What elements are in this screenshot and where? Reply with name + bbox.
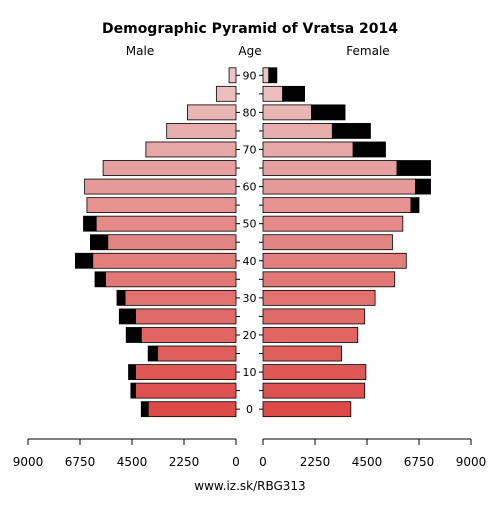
female-bar-80-84 — [262, 104, 312, 121]
female-bar-90+ — [262, 67, 270, 84]
male-excess-5-9 — [130, 382, 136, 399]
female-bar-35-39 — [262, 271, 396, 288]
male-x-tick-label: 0 — [232, 455, 240, 469]
female-bar-55-59 — [262, 197, 412, 214]
female-bar-5-9 — [262, 382, 366, 399]
male-x-tick-label: 6750 — [65, 455, 96, 469]
male-bar-75-79 — [166, 123, 237, 139]
female-excess-65-69 — [396, 160, 431, 176]
female-excess-55-59 — [410, 197, 420, 214]
male-x-tick-label: 9000 — [13, 455, 44, 469]
age-tick-label: 40 — [243, 255, 257, 268]
male-excess-40-44 — [74, 252, 94, 269]
female-x-tick-label: 9000 — [456, 455, 487, 469]
age-tick-label: 30 — [243, 292, 257, 305]
age-tick-label: 60 — [243, 181, 257, 194]
chart-title: Demographic Pyramid of Vratsa 2014 — [102, 21, 398, 37]
male-bar-80-84 — [187, 104, 237, 121]
female-bar-15-19 — [262, 345, 342, 362]
axes-group: 90 80 70 60 50 40 30 20 10 0 9000 6750 4500 2250 0 0 225… — [13, 69, 487, 469]
bars-group — [74, 67, 431, 418]
age-tick-label: 10 — [243, 366, 257, 379]
male-bar-0-4 — [147, 401, 237, 418]
male-bar-70-74 — [145, 141, 237, 158]
female-bar-60-64 — [262, 178, 416, 195]
age-tick-label: 80 — [243, 106, 257, 119]
male-excess-20-24 — [125, 327, 142, 343]
male-excess-50-54 — [83, 215, 97, 232]
male-label: Male — [126, 44, 154, 58]
female-bar-75-79 — [262, 123, 333, 139]
male-excess-30-34 — [116, 289, 126, 306]
female-bar-20-24 — [262, 327, 359, 343]
female-x-tick-label: 4500 — [352, 455, 383, 469]
female-bar-0-4 — [262, 401, 352, 418]
female-bar-50-54 — [262, 215, 404, 232]
female-excess-60-64 — [415, 178, 431, 195]
female-excess-90+ — [268, 67, 278, 84]
footer-url[interactable]: www.iz.sk/RBG313 — [194, 479, 305, 493]
age-tick-label: 20 — [243, 329, 257, 342]
female-label: Female — [346, 44, 389, 58]
female-x-tick-label: 2250 — [300, 455, 331, 469]
male-excess-25-29 — [118, 308, 136, 325]
male-bar-25-29 — [135, 308, 237, 325]
age-tick-label: 70 — [243, 143, 257, 156]
male-bar-10-14 — [135, 364, 237, 380]
male-excess-15-19 — [147, 345, 158, 362]
male-bar-50-54 — [95, 215, 237, 232]
male-excess-0-4 — [140, 401, 149, 418]
female-bar-65-69 — [262, 160, 398, 176]
male-bar-60-64 — [84, 178, 237, 195]
male-bar-5-9 — [135, 382, 237, 399]
female-x-tick-label: 0 — [259, 455, 267, 469]
female-excess-85-89 — [282, 85, 305, 102]
male-bar-15-19 — [157, 345, 237, 362]
male-bar-20-24 — [140, 327, 237, 343]
female-excess-80-84 — [311, 104, 346, 121]
male-x-tick-label: 4500 — [117, 455, 148, 469]
male-bar-35-39 — [105, 271, 237, 288]
male-bar-65-69 — [102, 160, 237, 176]
female-x-tick-label: 6750 — [404, 455, 435, 469]
male-excess-45-49 — [90, 234, 109, 251]
female-bar-10-14 — [262, 364, 367, 380]
female-bar-25-29 — [262, 308, 366, 325]
female-excess-70-74 — [352, 141, 386, 158]
female-bar-30-34 — [262, 289, 376, 306]
male-bar-90+ — [228, 67, 237, 84]
male-excess-10-14 — [128, 364, 136, 380]
female-bar-70-74 — [262, 141, 354, 158]
female-bar-85-89 — [262, 85, 284, 102]
male-bar-55-59 — [86, 197, 237, 214]
age-tick-label: 0 — [246, 403, 253, 416]
male-bar-40-44 — [92, 252, 237, 269]
female-bar-45-49 — [262, 234, 393, 251]
age-tick-label: 50 — [243, 218, 257, 231]
female-bar-40-44 — [262, 252, 407, 269]
male-bar-30-34 — [124, 289, 237, 306]
female-excess-75-79 — [331, 123, 371, 139]
age-tick-label: 90 — [243, 69, 257, 82]
male-excess-35-39 — [94, 271, 106, 288]
age-label: Age — [238, 44, 261, 58]
male-x-tick-label: 2250 — [169, 455, 200, 469]
male-bar-85-89 — [215, 85, 237, 102]
male-bar-45-49 — [107, 234, 237, 251]
